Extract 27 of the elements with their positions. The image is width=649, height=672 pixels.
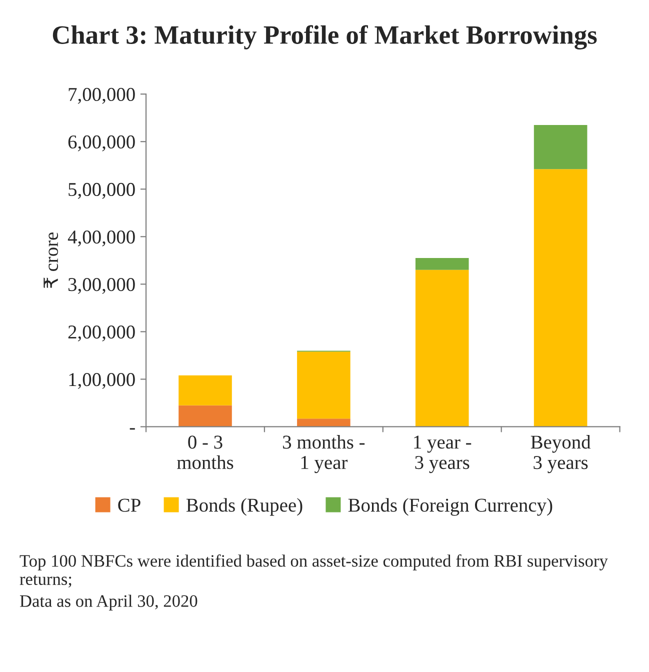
y-tick-label: 1,00,000 <box>69 373 135 389</box>
bar <box>297 352 350 419</box>
bar <box>415 270 469 427</box>
y-axis-title: ₹ crore <box>44 232 58 288</box>
y-tick-label: 7,00,000 <box>68 88 135 104</box>
text: Data as on April 30, 2020 <box>20 594 198 610</box>
legend-label: Bonds (Foreign Currency) <box>348 498 552 516</box>
y-tick-label: 5,00,000 <box>68 182 135 199</box>
bar <box>178 405 232 427</box>
x-tick-label: 0 - 3 months <box>177 436 234 470</box>
y-tick-label: 2,00,000 <box>68 325 135 342</box>
bar <box>534 124 588 170</box>
chart-title: Chart 3: Maturity Profile of Market Borrowings <box>52 25 597 50</box>
y-tick-label: - <box>130 428 135 430</box>
bar <box>178 375 232 406</box>
legend-label: CP <box>118 498 140 512</box>
y-tick-label: 3,00,000 <box>68 278 135 294</box>
x-tick-label: 3 months - 1 year <box>283 435 365 474</box>
bar <box>297 418 350 427</box>
bar <box>415 258 469 270</box>
bar <box>534 169 588 427</box>
x-tick-label: 1 year - 3 years <box>414 436 472 474</box>
x-tick-label: Beyond 3 years <box>530 435 591 474</box>
y-tick-label: 4,00,000 <box>68 230 135 246</box>
text: Top 100 NBFCs were identified based on asset-size computed from RBI supervisory returns; <box>20 554 608 588</box>
y-tick-label: 6,00,000 <box>68 135 135 152</box>
legend-label: Bonds (Rupee) <box>186 498 302 516</box>
